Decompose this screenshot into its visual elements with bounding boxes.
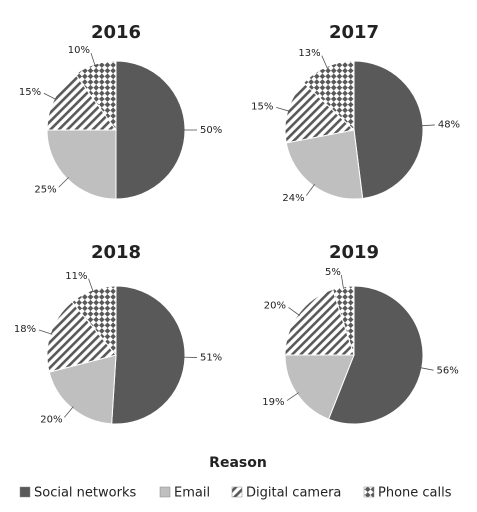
- chart-title: 2016: [91, 22, 141, 43]
- data-label: 51%: [200, 353, 222, 364]
- pie-slice: [115, 60, 186, 200]
- pie-slice: [111, 285, 186, 425]
- legend-swatch: [159, 486, 171, 498]
- data-label: 50%: [200, 125, 222, 136]
- data-label: 18%: [14, 324, 36, 335]
- leader-line: [288, 307, 301, 316]
- legend-label: Social networks: [34, 486, 136, 501]
- data-label: 10%: [68, 45, 90, 56]
- legend-title: Reason: [209, 455, 267, 471]
- pie-slice: [353, 60, 424, 200]
- leader-line: [88, 278, 94, 293]
- legend-label: Phone calls: [378, 486, 452, 501]
- leader-line: [419, 367, 434, 371]
- leader-line: [43, 92, 57, 100]
- data-label: 20%: [40, 415, 62, 426]
- data-label: 20%: [264, 301, 286, 312]
- data-label: 11%: [65, 271, 87, 282]
- legend-label: Email: [174, 486, 210, 501]
- legend-label: Digital camera: [246, 486, 341, 501]
- leader-line: [306, 183, 315, 196]
- leader-line: [420, 124, 435, 127]
- leader-line: [340, 274, 344, 289]
- legend-swatch: [231, 486, 243, 498]
- data-label: 24%: [282, 193, 304, 204]
- data-label: 15%: [19, 87, 41, 98]
- data-label: 25%: [34, 184, 56, 195]
- chart-title: 2018: [91, 242, 141, 263]
- leader-line: [38, 329, 53, 335]
- data-label: 5%: [325, 267, 341, 278]
- data-label: 13%: [298, 48, 320, 59]
- leader-line: [321, 55, 328, 69]
- data-label: 19%: [262, 397, 284, 408]
- data-label: 48%: [438, 120, 460, 131]
- leader-line: [276, 107, 290, 112]
- pie-slice: [46, 129, 117, 200]
- data-label: 56%: [437, 366, 459, 377]
- chart-title: 2017: [329, 22, 379, 43]
- leader-line: [58, 177, 69, 188]
- leader-line: [90, 52, 96, 67]
- chart-title: 2019: [329, 242, 379, 263]
- legend-swatch: [363, 486, 375, 498]
- leader-line: [64, 406, 74, 418]
- leader-line: [286, 392, 299, 401]
- data-label: 15%: [251, 102, 273, 113]
- legend-swatch: [19, 486, 31, 498]
